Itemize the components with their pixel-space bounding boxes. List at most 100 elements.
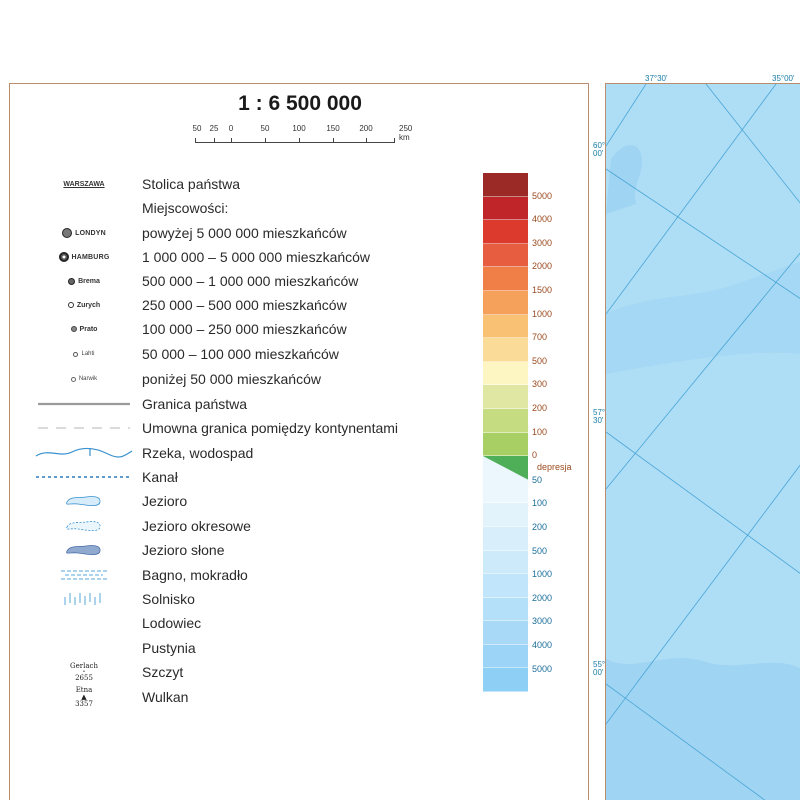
- elevation-label: 4000: [532, 214, 553, 225]
- feature-symbol: [25, 490, 143, 512]
- legend-label: Rzeka, wodospad: [142, 445, 254, 461]
- scale-tick: [394, 138, 395, 143]
- town-symbol: Narwik: [25, 368, 143, 390]
- town-sample: Zurych: [76, 301, 101, 309]
- town-symbol: HAMBURG: [25, 246, 143, 268]
- peak-symbol: Gerlach • 2655: [25, 661, 143, 683]
- depth-label: 100: [532, 498, 548, 509]
- elevation-label: 1000: [532, 308, 553, 319]
- depth-swatch: [483, 668, 528, 693]
- elevation-swatch: [483, 314, 528, 339]
- town-symbol: Brema: [25, 270, 143, 292]
- depth-swatch: [483, 621, 528, 645]
- city-dot-icon: [58, 252, 69, 262]
- legend-label: 250 000 – 500 000 mieszkańców: [142, 297, 347, 313]
- peak-elevation: 2655: [75, 674, 93, 682]
- elevation-swatch: [483, 361, 528, 386]
- legend-row-town: Zurych 250 000 – 500 000 mieszkańców: [10, 294, 480, 316]
- feature-symbol: [25, 588, 143, 610]
- legend-row-towns-heading: Miejscowości:: [10, 197, 480, 219]
- depth-label: 1000: [532, 569, 553, 580]
- seasonal-lake-icon: [66, 521, 101, 532]
- scale-line: [195, 142, 395, 143]
- legend-label: Pustynia: [142, 640, 196, 656]
- capital-symbol: WARSZAWA: [25, 173, 143, 195]
- elevation-swatch: [483, 408, 528, 433]
- legend-label: Granica państwa: [142, 396, 248, 412]
- scale-label: 200: [359, 124, 373, 133]
- town-sample: Lahti: [81, 351, 95, 357]
- scale-label: 50: [260, 124, 270, 133]
- legend-row-town: HAMBURG 1 000 000 – 5 000 000 mieszkańcó…: [10, 246, 480, 268]
- lake-icon: [66, 496, 101, 507]
- town-symbol: Prato: [25, 318, 143, 340]
- feature-symbol: [25, 393, 143, 415]
- desert-icon: [25, 637, 143, 659]
- legend-row-feature: Lodowiec: [10, 612, 480, 634]
- depth-label: 4000: [532, 640, 553, 650]
- scale-tick: [333, 138, 334, 143]
- legend-label: 100 000 – 250 000 mieszkańców: [142, 321, 347, 337]
- depth-swatch: [483, 526, 528, 551]
- scale-tick: [299, 138, 300, 143]
- legend-row-feature: Bagno, mokradło: [10, 564, 480, 586]
- feature-symbol: [25, 417, 143, 439]
- scale-bar: 50 25 0 50 100 150 200 250 km: [185, 124, 412, 154]
- legend-row-feature: Jezioro słone: [10, 539, 480, 561]
- legend-row-feature: Umowna granica pomiędzy kontynentami: [10, 417, 480, 439]
- peak-marker-icon: •: [82, 669, 86, 675]
- elevation-swatch: [483, 385, 528, 409]
- town-sample: Brema: [78, 277, 100, 285]
- depression-label: depresja: [537, 462, 572, 473]
- city-dot-icon: [62, 228, 73, 238]
- scale-label: 50: [192, 124, 202, 133]
- elevation-color-scale: [483, 173, 528, 693]
- depression-swatch: [483, 456, 528, 480]
- scale-label: 0: [228, 124, 234, 133]
- legend-label: Jezioro okresowe: [142, 518, 251, 534]
- elevation-label: 0: [532, 450, 538, 461]
- town-sample: Narwik: [78, 376, 98, 382]
- elevation-label: 300: [532, 379, 548, 390]
- elevation-swatch: [483, 290, 528, 315]
- volcano-symbol: Etna ▲ 3357: [25, 686, 143, 708]
- legend-label: Wulkan: [142, 689, 189, 705]
- legend-label: Bagno, mokradło: [142, 567, 248, 583]
- elevation-label: 3000: [532, 237, 553, 248]
- legend-label: Umowna granica pomiędzy kontynentami: [142, 420, 399, 436]
- legend-row-feature: Jezioro: [10, 490, 480, 512]
- legend-label: Szczyt: [142, 664, 184, 680]
- glacier-icon: [25, 612, 143, 634]
- elevation-label: 100: [532, 426, 548, 437]
- map-coord-left: 60° 00': [593, 141, 606, 158]
- depth-label: 5000: [532, 663, 553, 674]
- elevation-label: 200: [532, 403, 548, 413]
- map-coord-top: 37°30': [645, 74, 668, 83]
- scale-label: 250 km: [399, 124, 413, 142]
- town-sample: LONDYN: [75, 229, 106, 237]
- legend-label: powyżej 5 000 000 mieszkańców: [142, 225, 347, 241]
- city-dot-icon: [68, 277, 76, 285]
- legend-label: 500 000 – 1 000 000 mieszkańców: [142, 273, 359, 289]
- elevation-swatch: [483, 220, 528, 244]
- elevation-label: 500: [532, 355, 548, 366]
- map-coord-left: 55° 00': [593, 660, 606, 677]
- river-icon: [35, 447, 133, 458]
- feature-symbol: [25, 539, 143, 561]
- elevation-swatch: [483, 173, 528, 197]
- scale-label: 25: [209, 124, 219, 133]
- town-symbol: LONDYN: [25, 222, 143, 244]
- legend-label: 1 000 000 – 5 000 000 mieszkańców: [142, 249, 371, 265]
- city-dot-icon: [73, 351, 79, 357]
- scale-tick: [265, 138, 266, 143]
- legend-row-feature: Granica państwa: [10, 393, 480, 415]
- legend-row-town: Narwik poniżej 50 000 mieszkańców: [10, 368, 480, 390]
- legend-row-volcano: Etna ▲ 3357 Wulkan: [10, 686, 480, 708]
- legend-row-peak: Gerlach • 2655 Szczyt: [10, 661, 480, 683]
- elevation-swatch: [483, 432, 528, 457]
- depth-label: 50: [532, 474, 543, 485]
- legend-row-feature: Rzeka, wodospad: [10, 442, 480, 464]
- legend-row-town: Brema 500 000 – 1 000 000 mieszkańców: [10, 270, 480, 292]
- peak-sample: Gerlach • 2655: [70, 662, 98, 682]
- volcano-sample: Etna ▲ 3357: [75, 686, 93, 708]
